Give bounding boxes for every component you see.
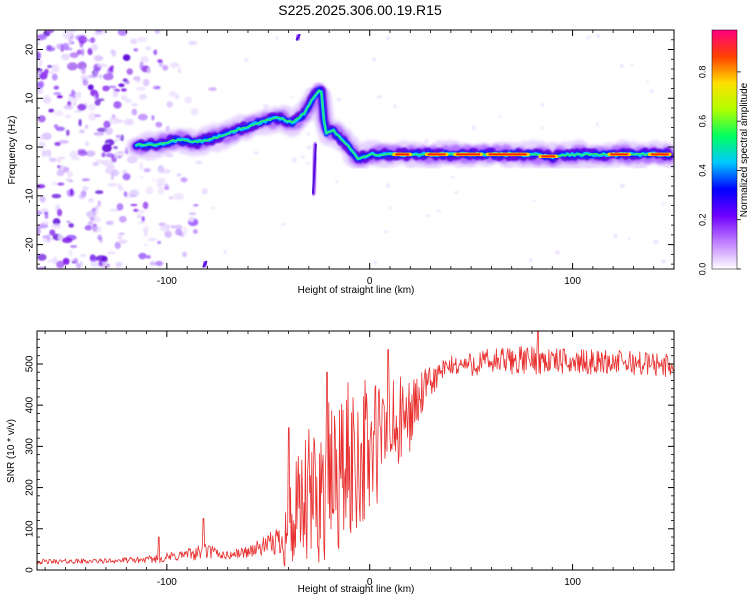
colorbar: 0.0 0.2 0.4 0.6 0.8 Normalized spectral ampl… bbox=[697, 29, 750, 276]
colorbar-label: Normalized spectral amplitude bbox=[739, 82, 750, 217]
ridge-artifact-core bbox=[295, 33, 301, 41]
spectrogram-frame bbox=[36, 29, 675, 270]
colorbar-tick-label: 0.2 bbox=[697, 213, 707, 226]
snr-y-tick-label: 300 bbox=[25, 438, 36, 455]
spectrogram-y-tick-label: -20 bbox=[25, 237, 36, 252]
snr-y-tick-label: 200 bbox=[25, 479, 36, 496]
colorbar-tick-label: 0.0 bbox=[697, 263, 707, 276]
spectrogram-y-tick-label: 0 bbox=[25, 144, 36, 150]
snr-y-label: SNR (10 * v/v) bbox=[6, 419, 17, 483]
snr-y-tick-label: 500 bbox=[25, 355, 36, 372]
spectrogram-x-tick-label: 0 bbox=[367, 276, 373, 287]
snr-series-line bbox=[37, 331, 674, 567]
colorbar-tick-label: 0.8 bbox=[697, 66, 707, 79]
snr-x-tick-label: 100 bbox=[564, 577, 581, 588]
snr-panel: -100 0 100 0 100 200 300 400 500 Height of strai… bbox=[6, 330, 675, 595]
colorbar-tick-label: 0.6 bbox=[697, 115, 707, 128]
snr-axes: -100 0 100 0 100 200 300 400 500 bbox=[25, 330, 675, 588]
snr-y-tick-label: 0 bbox=[25, 567, 36, 573]
snr-y-tick-label: 100 bbox=[25, 520, 36, 537]
spectrogram-x-tick-label: -100 bbox=[157, 276, 177, 287]
colorbar-gradient bbox=[712, 30, 737, 269]
figure-title: S225.2025.306.00.19.R15 bbox=[278, 2, 442, 18]
ridge-artifact-core bbox=[202, 260, 208, 268]
colorbar-tick-label: 0.4 bbox=[697, 164, 707, 177]
snr-y-tick-label: 400 bbox=[25, 396, 36, 413]
spectrogram-y-tick-label: 20 bbox=[25, 44, 36, 56]
snr-frame bbox=[36, 330, 675, 571]
frequency-ridge bbox=[126, 32, 674, 269]
noise-region bbox=[37, 30, 667, 269]
snr-x-label: Height of straight line (km) bbox=[298, 584, 415, 595]
spectrogram-y-tick-label: 10 bbox=[25, 92, 36, 104]
colorbar-ticks: 0.0 0.2 0.4 0.6 0.8 bbox=[697, 66, 741, 276]
spectrogram-y-tick-label: -10 bbox=[25, 188, 36, 203]
spectrogram-y-label: Frequency (Hz) bbox=[7, 116, 18, 185]
snr-x-tick-label: 0 bbox=[367, 577, 373, 588]
snr-x-tick-label: -100 bbox=[157, 577, 177, 588]
spectrogram-x-label: Height of straight line (km) bbox=[298, 285, 415, 296]
spectrogram-x-tick-label: 100 bbox=[564, 276, 581, 287]
ridge-artifact-core bbox=[311, 143, 317, 195]
